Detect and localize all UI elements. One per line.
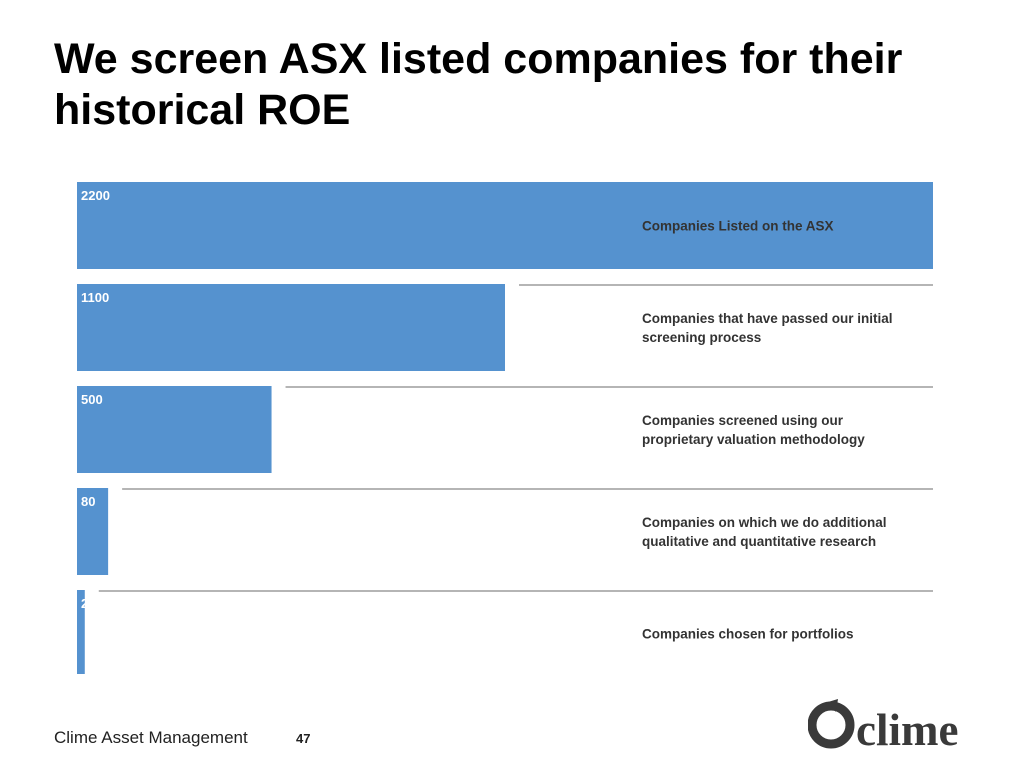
funnel-bar-chart: 2200 Companies Listed on the ASX 1100 Compa…: [77, 182, 933, 674]
category-label: Companies screened using our: [642, 413, 844, 428]
slide-title: We screen ASX listed companies for their…: [54, 35, 903, 134]
bar-value-label: 20: [81, 596, 95, 611]
bar: [77, 488, 109, 575]
category-label: Companies chosen for portfolios: [642, 627, 854, 642]
bar: [77, 590, 85, 674]
bar: [77, 284, 505, 371]
bar-value-label: 500: [81, 392, 103, 407]
clime-logo-wordmark: clime: [856, 705, 958, 754]
bar: [77, 386, 272, 473]
page-number: 47: [296, 731, 311, 746]
category-label: qualitative and quantitative research: [642, 534, 876, 549]
category-label: Companies on which we do additional: [642, 515, 887, 530]
footer-company-name: Clime Asset Management: [54, 728, 248, 747]
category-label: Companies that have passed our initial: [642, 311, 893, 326]
bar-value-label: 2200: [81, 188, 110, 203]
category-label: Companies Listed on the ASX: [642, 219, 834, 234]
bar-value-label: 1100: [81, 290, 109, 305]
bar-value-label: 80: [81, 494, 95, 509]
bar: [77, 182, 933, 269]
category-label: proprietary valuation methodology: [642, 432, 865, 447]
clime-logo: clime: [808, 699, 958, 754]
category-label: screening process: [642, 330, 761, 345]
clime-logo-mark-icon: [808, 699, 855, 749]
